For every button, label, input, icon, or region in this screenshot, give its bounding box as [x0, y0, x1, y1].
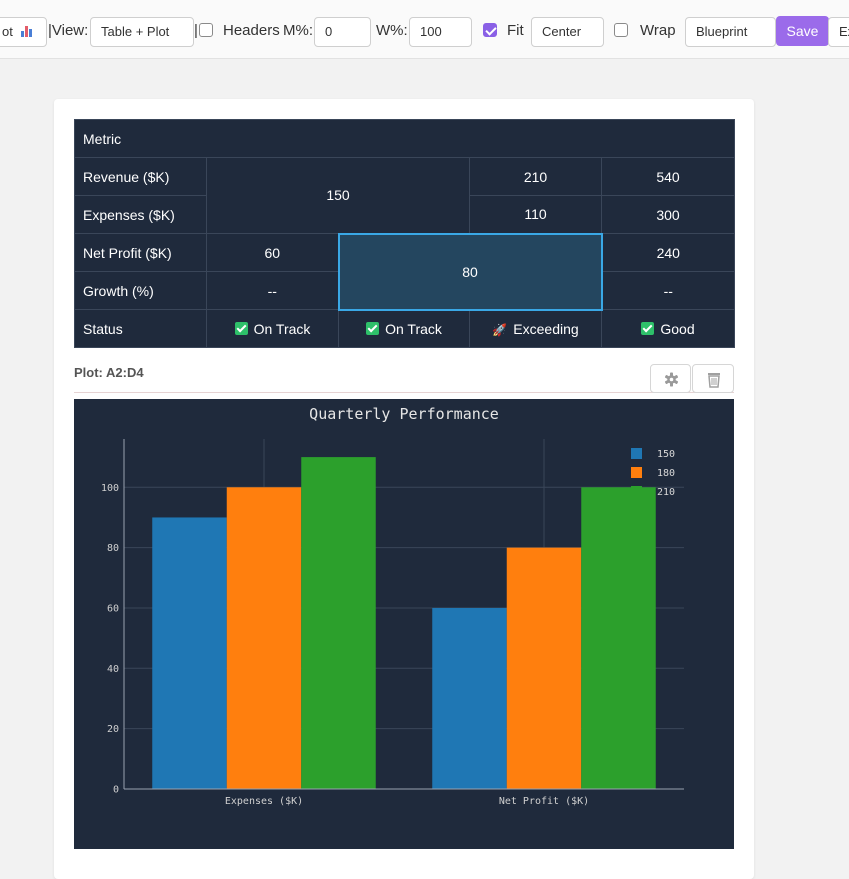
- theme-select[interactable]: Blueprint: [685, 17, 776, 47]
- y-tick-label: 100: [101, 483, 119, 494]
- x-tick-label: Net Profit ($K): [499, 796, 589, 807]
- chart-container: Quarterly Performance 0 20 40 60 80 100 Expense…: [74, 399, 734, 849]
- plot-button-label: ot: [2, 24, 13, 39]
- fit-checkbox[interactable]: [483, 23, 497, 37]
- row-label-net-profit[interactable]: Net Profit ($K): [74, 233, 207, 272]
- bar-chart[interactable]: Quarterly Performance 0 20 40 60 80 100 Expense…: [74, 399, 734, 849]
- legend-swatch: [631, 486, 642, 497]
- status-cell[interactable]: On Track: [338, 309, 470, 348]
- data-table: Metric Revenue ($K) 150 210 540 Expenses…: [73, 119, 736, 348]
- x-tick-label: Expenses ($K): [225, 796, 303, 807]
- width-label: W%:: [376, 22, 408, 39]
- y-tick-label: 0: [113, 785, 119, 796]
- table-cell[interactable]: 210: [469, 157, 602, 196]
- table-cell[interactable]: --: [206, 271, 339, 310]
- bar-180-2: [506, 547, 582, 789]
- plot-range-label: Plot: A2:D4: [74, 365, 144, 380]
- table-cell[interactable]: 110: [469, 195, 602, 234]
- chart-title: Quarterly Performance: [309, 405, 499, 423]
- green-check-icon: [641, 321, 655, 335]
- status-text: Good: [660, 320, 695, 337]
- headers-checkbox[interactable]: [199, 23, 213, 37]
- green-check-icon: [366, 321, 380, 335]
- status-cell[interactable]: On Track: [206, 309, 339, 348]
- bar-chart-icon: [20, 25, 34, 37]
- headers-label: Headers: [223, 22, 280, 39]
- margin-label: M%:: [283, 22, 313, 39]
- row-label-revenue[interactable]: Revenue ($K): [74, 157, 207, 196]
- row-label-expenses[interactable]: Expenses ($K): [74, 195, 207, 234]
- y-tick-label: 80: [107, 543, 119, 554]
- legend-label: 210: [657, 487, 675, 498]
- separator-pipe: |: [194, 22, 198, 39]
- view-label: |View:: [48, 22, 89, 39]
- fit-label: Fit: [507, 22, 524, 39]
- wrap-checkbox[interactable]: [614, 23, 628, 37]
- legend-swatch: [631, 467, 642, 478]
- legend-swatch: [631, 448, 642, 459]
- bar-210-2: [581, 487, 656, 789]
- legend-label: 150: [657, 449, 675, 460]
- status-text: Exceeding: [513, 320, 579, 337]
- bar-210-1: [301, 457, 376, 789]
- row-label-growth[interactable]: Growth (%): [74, 271, 207, 310]
- table-cell[interactable]: 60: [206, 233, 339, 272]
- trash-icon: [708, 373, 720, 388]
- status-cell[interactable]: Good: [600, 309, 736, 348]
- bar-150-1: [152, 517, 227, 789]
- status-text: On Track: [385, 320, 442, 337]
- y-tick-label: 40: [107, 664, 119, 675]
- rocket-icon: 🚀: [492, 322, 508, 337]
- margin-input[interactable]: 0: [314, 17, 371, 47]
- view-select[interactable]: Table + Plot: [90, 17, 194, 47]
- bar-150-2: [432, 607, 507, 789]
- table-cell[interactable]: 240: [600, 233, 736, 272]
- export-button[interactable]: Ex: [828, 17, 849, 47]
- merged-cell-revenue-expenses[interactable]: 150: [206, 157, 470, 234]
- status-text: On Track: [253, 320, 311, 337]
- row-label-status[interactable]: Status: [74, 309, 207, 348]
- table-header-metric[interactable]: Metric: [73, 119, 736, 158]
- plot-button[interactable]: ot: [0, 17, 47, 47]
- toolbar: ot |View: Table + Plot | Headers M%: 0 W…: [0, 0, 849, 59]
- status-cell[interactable]: 🚀 Exceeding: [469, 309, 602, 348]
- gear-icon: [664, 372, 679, 387]
- y-tick-label: 20: [107, 724, 119, 735]
- table-cell[interactable]: 540: [600, 157, 736, 196]
- save-button[interactable]: Save: [776, 16, 829, 46]
- align-select[interactable]: Center: [531, 17, 604, 47]
- bar-180-1: [226, 487, 302, 789]
- selected-merged-cell[interactable]: 80: [337, 232, 603, 311]
- legend-label: 180: [657, 468, 675, 479]
- table-cell[interactable]: 300: [600, 195, 736, 234]
- width-input[interactable]: 100: [409, 17, 472, 47]
- y-tick-label: 60: [107, 603, 119, 614]
- wrap-label: Wrap: [640, 22, 676, 39]
- table-cell[interactable]: --: [600, 271, 736, 310]
- plot-settings-button[interactable]: [650, 364, 691, 393]
- plot-delete-button[interactable]: [692, 364, 734, 393]
- green-check-icon: [234, 321, 248, 335]
- plot-divider: [74, 392, 734, 393]
